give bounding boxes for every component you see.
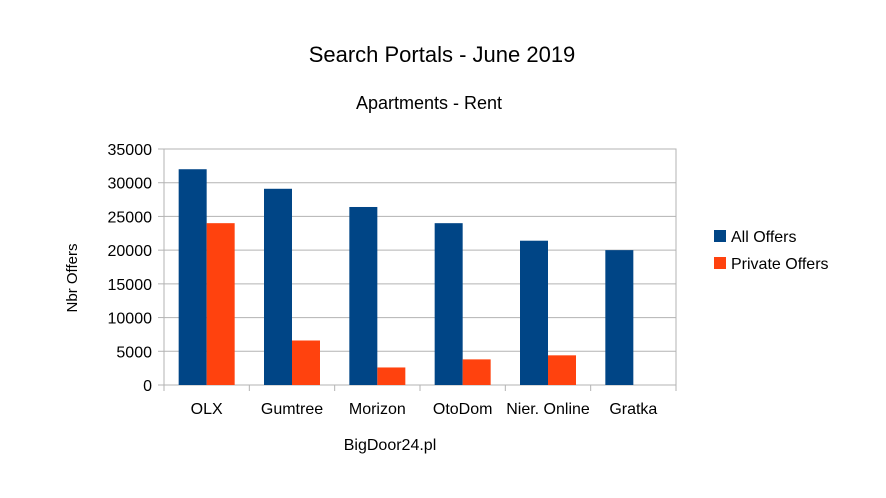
x-tick-label: OtoDom <box>433 401 493 418</box>
gridlines <box>158 148 677 391</box>
bar-all-offers <box>349 206 378 385</box>
bar-private-offers <box>548 355 576 385</box>
plot-frame <box>163 148 677 386</box>
x-tick-label: Nier. Online <box>506 401 590 418</box>
x-tick-labels: OLX Gumtree Morizon OtoDom Nier. Online Gratk… <box>191 401 658 418</box>
x-axis-label: BigDoor24.pl <box>344 437 437 454</box>
x-tick-label: Morizon <box>349 401 406 418</box>
plot-area: 0 5000 10000 15000 20000 25000 30000 35000 OLX G… <box>108 142 677 418</box>
y-tick-label: 15000 <box>108 277 153 294</box>
legend-label: All Offers <box>731 229 797 246</box>
y-tick-label: 5000 <box>116 344 152 361</box>
x-tick-label: Gumtree <box>261 401 323 418</box>
bar-all-offers <box>434 223 463 385</box>
chart-title: Search Portals - June 2019 <box>309 42 576 67</box>
bar-all-offers <box>605 250 634 385</box>
bars <box>178 169 634 385</box>
y-tick-label: 0 <box>143 378 152 395</box>
bar-all-offers <box>264 188 292 385</box>
y-tick-label: 25000 <box>108 209 153 226</box>
legend-swatch <box>714 230 726 242</box>
legend: All Offers Private Offers <box>714 229 829 273</box>
y-tick-labels: 0 5000 10000 15000 20000 25000 30000 35000 <box>108 142 153 395</box>
legend-swatch <box>714 257 726 269</box>
chart-subtitle: Apartments - Rent <box>356 93 502 113</box>
bar-private-offers <box>206 223 235 385</box>
y-tick-label: 35000 <box>108 142 153 159</box>
y-tick-label: 10000 <box>108 311 153 328</box>
x-tick-label: OLX <box>191 401 223 418</box>
bar-all-offers <box>520 240 548 385</box>
y-axis-label: Nbr Offers <box>64 244 81 313</box>
legend-label: Private Offers <box>731 256 829 273</box>
bar-private-offers <box>377 367 406 385</box>
bar-all-offers <box>178 169 207 385</box>
y-tick-label: 30000 <box>108 176 153 193</box>
bar-private-offers <box>462 359 491 385</box>
x-tick-label: Gratka <box>609 401 657 418</box>
bar-private-offers <box>292 340 320 385</box>
y-tick-label: 20000 <box>108 243 153 260</box>
